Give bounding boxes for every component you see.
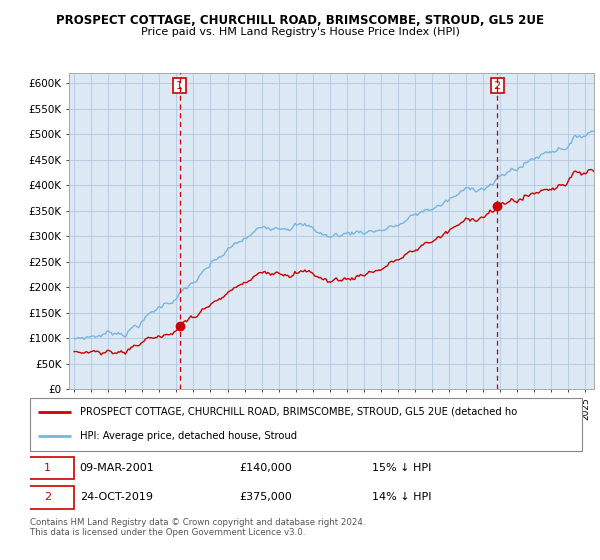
Text: Contains HM Land Registry data © Crown copyright and database right 2024.
This d: Contains HM Land Registry data © Crown c… bbox=[30, 518, 365, 538]
Text: £375,000: £375,000 bbox=[240, 492, 293, 502]
Text: 09-MAR-2001: 09-MAR-2001 bbox=[80, 463, 154, 473]
Text: 1: 1 bbox=[44, 463, 51, 473]
Text: 24-OCT-2019: 24-OCT-2019 bbox=[80, 492, 152, 502]
FancyBboxPatch shape bbox=[22, 486, 74, 509]
Text: 2: 2 bbox=[44, 492, 51, 502]
FancyBboxPatch shape bbox=[30, 398, 582, 451]
Text: 15% ↓ HPI: 15% ↓ HPI bbox=[372, 463, 431, 473]
Text: 2: 2 bbox=[494, 81, 501, 91]
Text: PROSPECT COTTAGE, CHURCHILL ROAD, BRIMSCOMBE, STROUD, GL5 2UE (detached ho: PROSPECT COTTAGE, CHURCHILL ROAD, BRIMSC… bbox=[80, 407, 517, 417]
Text: PROSPECT COTTAGE, CHURCHILL ROAD, BRIMSCOMBE, STROUD, GL5 2UE: PROSPECT COTTAGE, CHURCHILL ROAD, BRIMSC… bbox=[56, 14, 544, 27]
Text: Price paid vs. HM Land Registry's House Price Index (HPI): Price paid vs. HM Land Registry's House … bbox=[140, 27, 460, 37]
Text: £140,000: £140,000 bbox=[240, 463, 293, 473]
FancyBboxPatch shape bbox=[22, 456, 74, 479]
Text: 1: 1 bbox=[176, 81, 183, 91]
Text: HPI: Average price, detached house, Stroud: HPI: Average price, detached house, Stro… bbox=[80, 431, 297, 441]
Text: 14% ↓ HPI: 14% ↓ HPI bbox=[372, 492, 432, 502]
